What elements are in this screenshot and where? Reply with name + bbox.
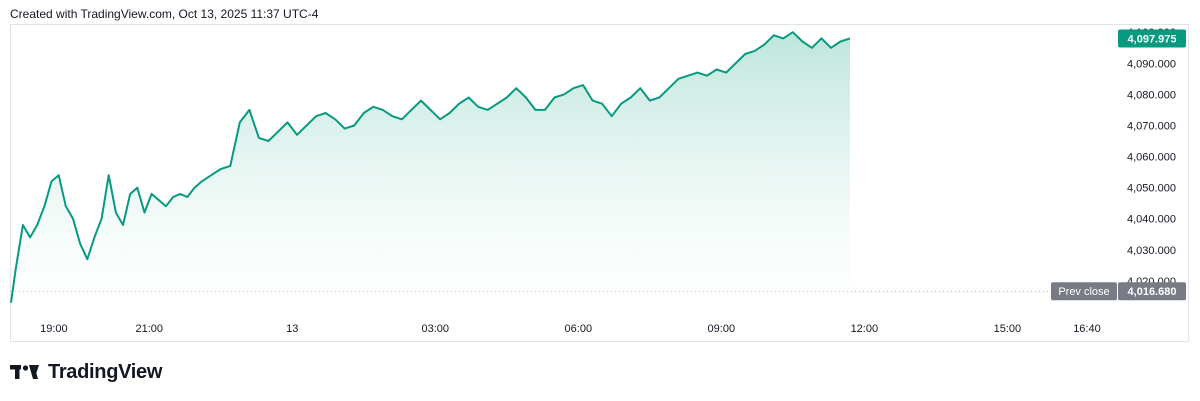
prev-close-name: Prev close [1058,286,1109,298]
y-tick-label: 4,050.000 [1127,183,1176,195]
x-tick-label: 15:00 [994,323,1022,335]
chart-frame [10,24,1189,342]
x-tick-label: 21:00 [135,323,163,335]
x-tick-label: 03:00 [422,323,450,335]
y-tick-label: 4,090.000 [1127,58,1176,70]
prev-close-badge [1118,282,1186,301]
y-tick-label: 4,060.000 [1127,152,1176,164]
x-tick-label: 19:00 [40,323,68,335]
y-tick-label: 4,080.000 [1127,89,1176,101]
prev-close-value: 4,016.680 [1128,286,1177,298]
y-tick-label: 4,070.000 [1127,120,1176,132]
x-tick-label: 16:40 [1073,323,1101,335]
x-tick-label: 06:00 [565,323,593,335]
last-price-label: 4,097.975 [1128,34,1177,46]
x-tick-label: 13 [286,323,298,335]
tradingview-wordmark: TradingView [48,360,163,383]
tradingview-logo-icon [10,365,39,379]
y-tick-label: 4,040.000 [1127,214,1176,226]
prev-close-tag [1051,282,1117,301]
price-line [10,31,851,303]
y-tick-label: 4,030.000 [1127,245,1176,257]
chart-credit: Created with TradingView.com, Oct 13, 20… [10,7,319,21]
x-tick-label: 09:00 [708,323,736,335]
tradingview-logo: TradingView [10,360,162,384]
last-price-badge [1118,29,1186,48]
price-area-fill [11,32,850,303]
x-tick-label: 12:00 [851,323,879,335]
